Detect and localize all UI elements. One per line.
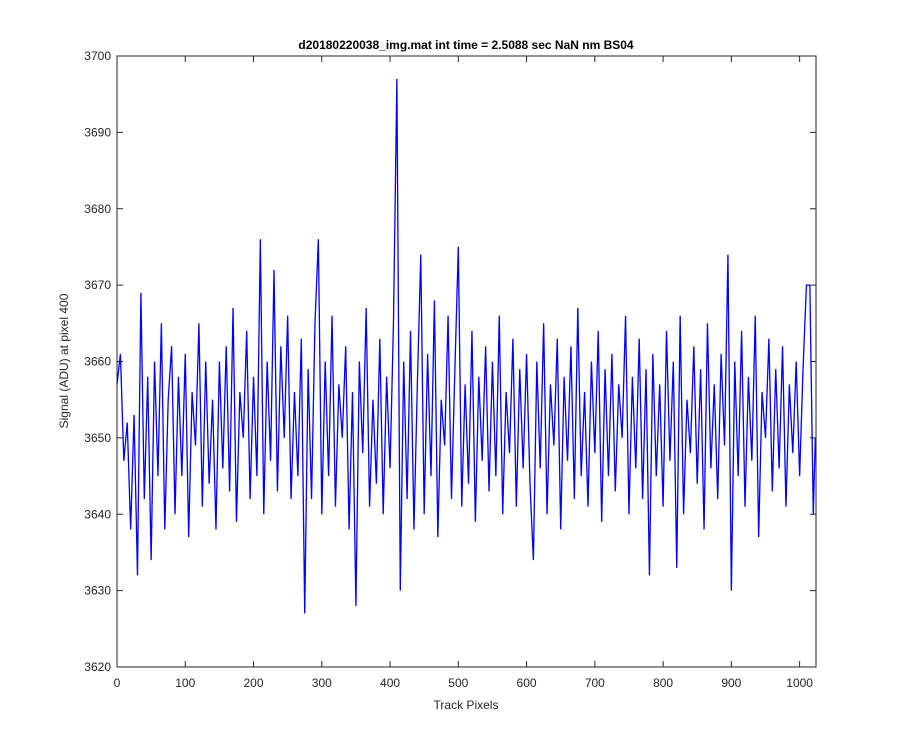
x-tick-label: 900 <box>721 676 741 690</box>
x-axis-label: Track Pixels <box>434 698 499 712</box>
y-tick-label: 3620 <box>84 660 111 674</box>
x-tick-label: 100 <box>175 676 195 690</box>
y-tick-label: 3630 <box>84 584 111 598</box>
y-tick-label: 3650 <box>84 431 111 445</box>
x-tick-label: 200 <box>244 676 264 690</box>
x-tick-label: 500 <box>448 676 468 690</box>
x-tick-label: 600 <box>517 676 537 690</box>
y-tick-label: 3670 <box>84 278 111 292</box>
plot-area <box>116 55 817 668</box>
x-tick-label: 400 <box>380 676 400 690</box>
y-axis-label: Signal (ADU) at pixel 400 <box>57 293 71 428</box>
chart-title: d20180220038_img.mat int time = 2.5088 s… <box>298 38 634 52</box>
y-tick-label: 3690 <box>84 125 111 139</box>
x-tick-label: 1000 <box>786 676 813 690</box>
x-tick-label: 700 <box>585 676 605 690</box>
x-tick-label: 300 <box>312 676 332 690</box>
data-line <box>116 78 816 614</box>
x-tick-label: 800 <box>653 676 673 690</box>
y-tick-label: 3640 <box>84 507 111 521</box>
x-tick-label: 0 <box>114 676 121 690</box>
y-tick-label: 3680 <box>84 202 111 216</box>
y-tick-label: 3700 <box>84 49 111 63</box>
y-tick-label: 3660 <box>84 355 111 369</box>
